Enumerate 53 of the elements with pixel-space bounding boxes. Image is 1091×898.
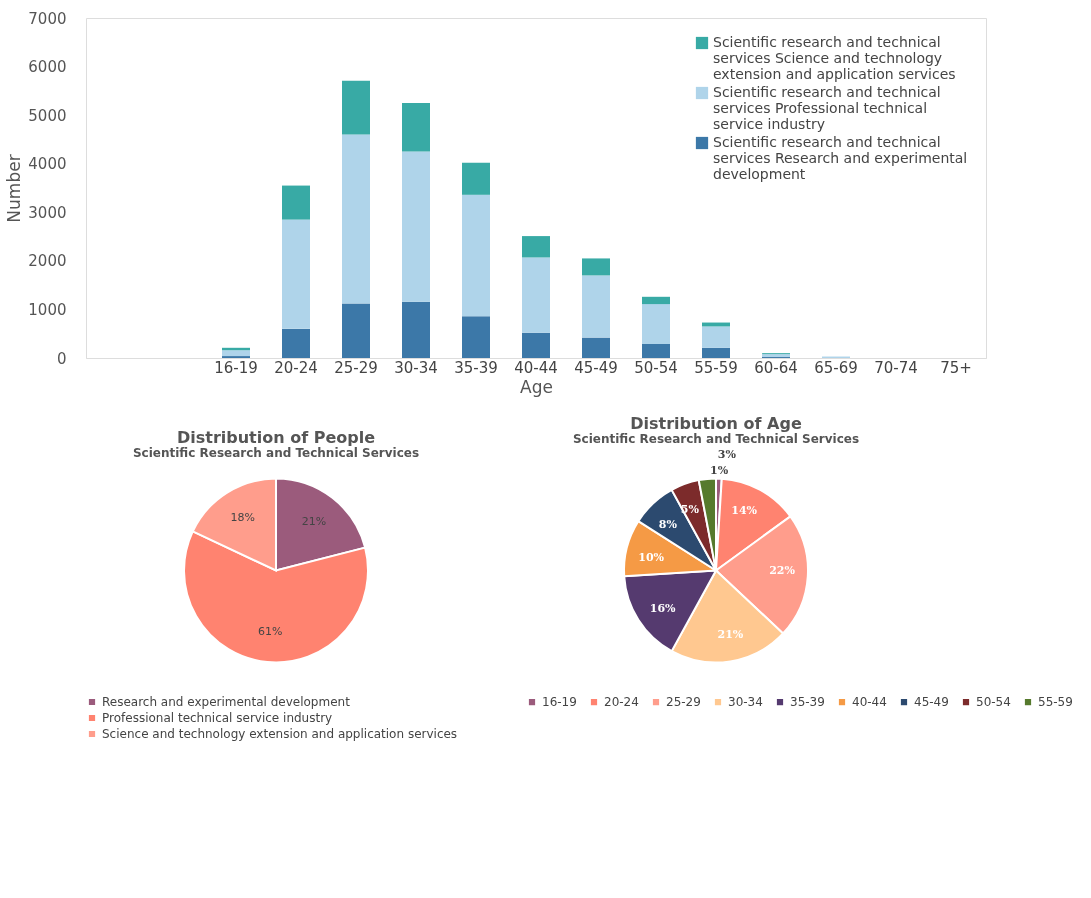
data-label: 21%: [717, 627, 744, 641]
legend-label: 35-39: [790, 695, 825, 710]
chart-title: Distribution of People: [176, 428, 376, 447]
data-label: 22%: [769, 563, 796, 577]
data-label: 21%: [301, 514, 327, 528]
legend-label: Science and technology extension and application services: [102, 727, 458, 741]
x-tick-label: 40-44: [514, 358, 558, 377]
x-tick-label: 45-49: [574, 358, 618, 377]
x-tick-label: 35-39: [454, 358, 498, 377]
y-tick-label: 6000: [28, 58, 67, 77]
data-label: 14%: [731, 503, 758, 517]
y-tick-label: 4000: [28, 155, 67, 174]
legend-label: 30-34: [728, 695, 763, 710]
chart-subtitle: Scientific Research and Technical Services: [132, 446, 420, 460]
x-tick-label: 20-24: [274, 358, 318, 377]
x-tick-label: 75+: [940, 358, 972, 377]
data-label: 3%: [717, 448, 737, 462]
x-tick-label: 65-69: [814, 358, 858, 377]
legend-label: 55-59: [1038, 695, 1073, 710]
y-axis-title: Number: [4, 154, 25, 223]
y-tick-label: 3000: [28, 203, 67, 222]
chart-subtitle: Scientific Research and Technical Services: [572, 432, 860, 447]
legend-label: 50-54: [976, 695, 1011, 710]
y-tick-label: 5000: [28, 106, 67, 125]
x-tick-label: 55-59: [694, 358, 738, 377]
x-tick-label: 25-29: [334, 358, 378, 377]
data-label: 16%: [649, 602, 677, 616]
data-label: 18%: [230, 511, 256, 525]
data-label: 10%: [638, 551, 665, 565]
legend-label: Scientific research and technical services Research and experimental development: [713, 134, 968, 182]
y-tick-label: 7000: [28, 9, 67, 28]
y-tick-label: 2000: [28, 252, 67, 271]
x-tick-label: 60-64: [754, 358, 798, 377]
legend-label: 40-44: [852, 695, 887, 710]
y-tick-label: 1000: [28, 300, 67, 319]
legend-label: Professional technical service industry: [102, 711, 333, 725]
chart-title: Distribution of Age: [630, 414, 802, 434]
legend-label: 45-49: [914, 695, 949, 710]
legend-label: 20-24: [604, 695, 639, 710]
x-axis-title: Age: [520, 376, 553, 397]
x-tick-label: 30-34: [394, 358, 438, 377]
legend-label: Scientific research and technical services Professional technical service industry: [713, 84, 941, 132]
data-label: 61%: [257, 625, 283, 639]
x-tick-label: 50-54: [634, 358, 678, 377]
data-label: 8%: [658, 518, 678, 532]
legend-label: Research and experimental development: [102, 695, 351, 709]
x-tick-label: 70-74: [874, 358, 918, 377]
legend-label: Scientific research and technical services Science and technology extension and application services: [713, 34, 956, 82]
legend-label: 25-29: [666, 695, 701, 710]
data-label: 1%: [710, 463, 729, 477]
y-tick-label: 0: [56, 349, 67, 368]
legend-label: 16-19: [542, 695, 577, 710]
x-tick-label: 16-19: [214, 358, 258, 377]
